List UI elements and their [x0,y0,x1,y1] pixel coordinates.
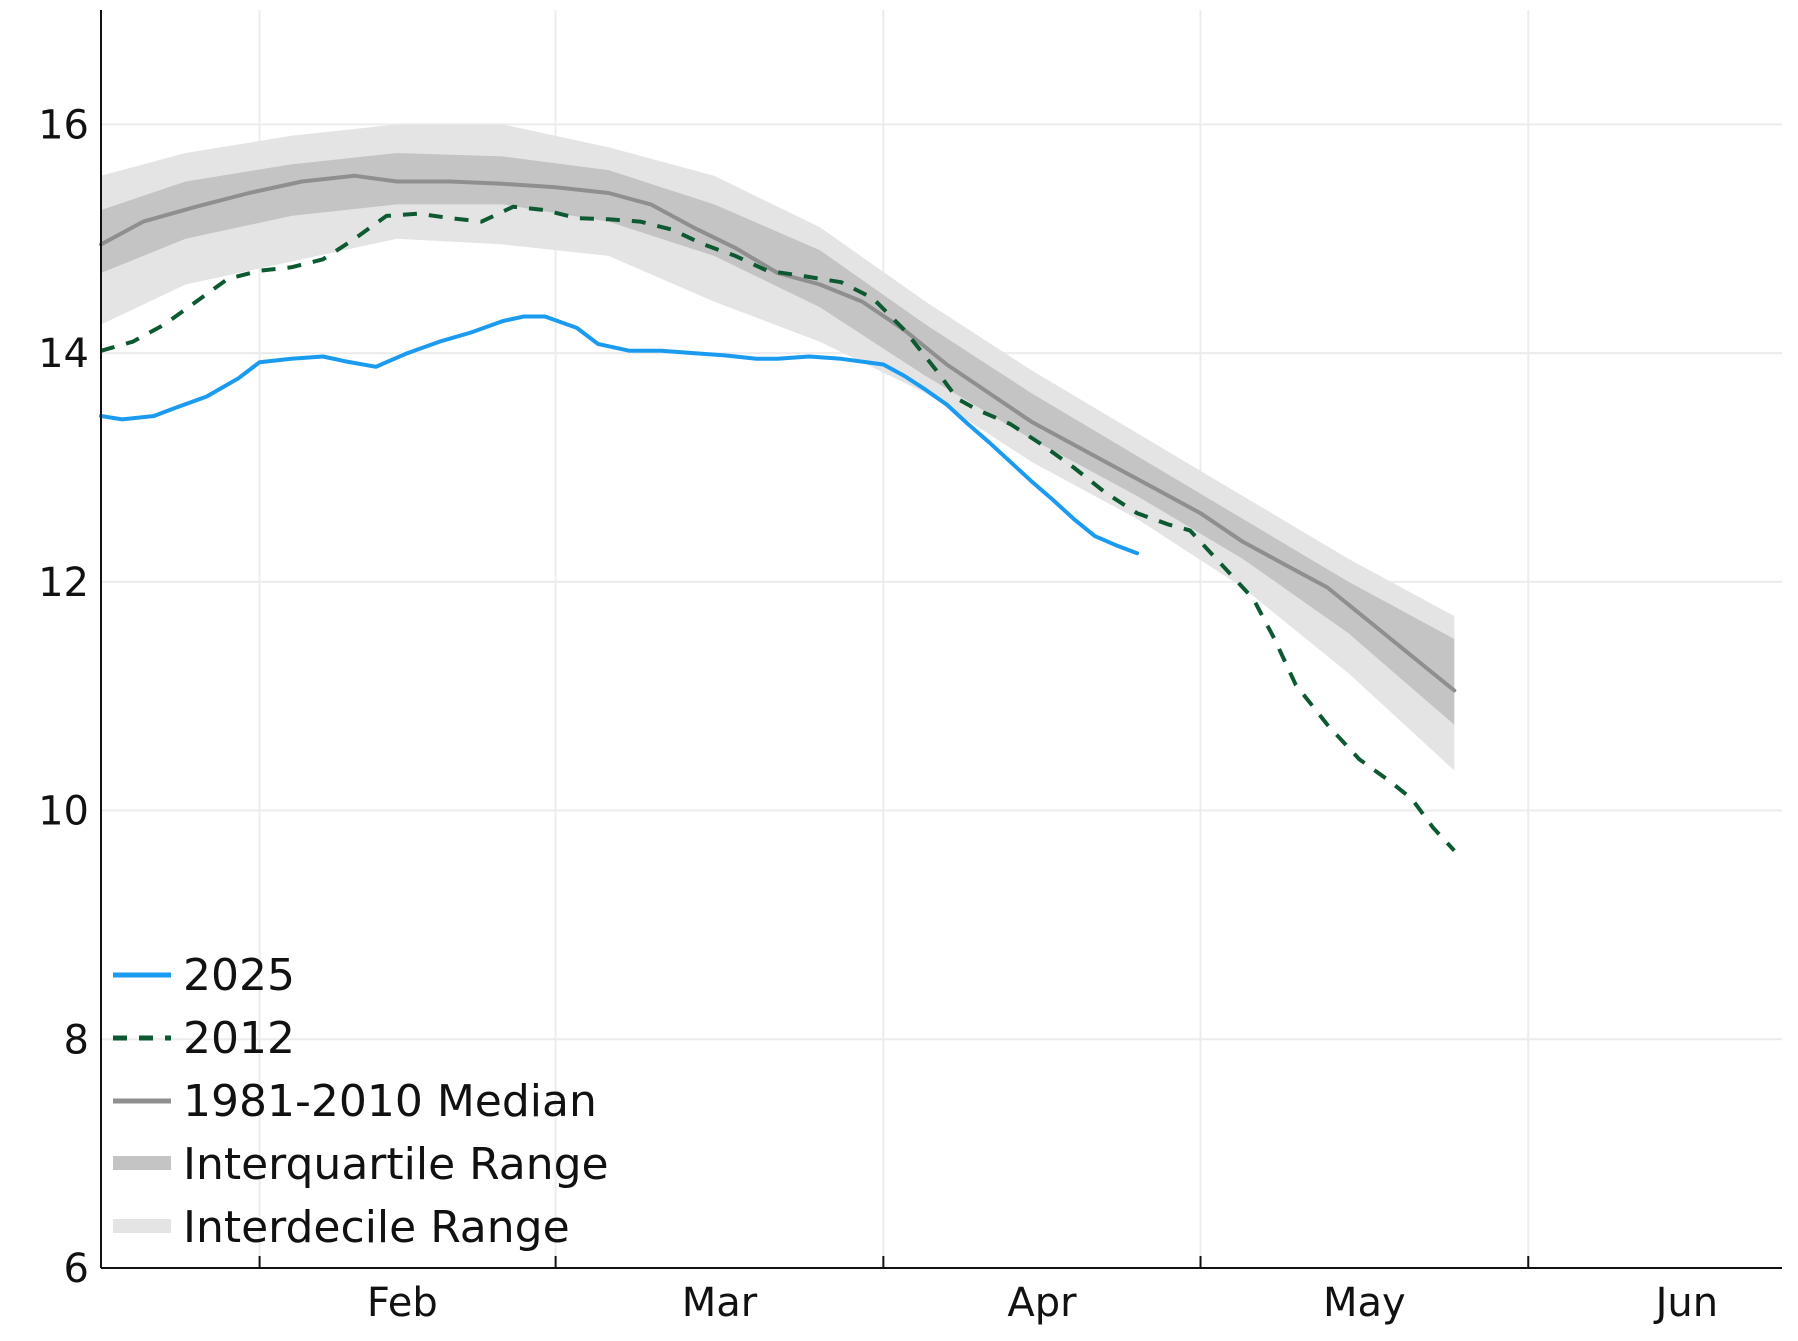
axes: 6 8 10 12 14 16 Feb Mar Apr May Jun [38,10,1782,1326]
legend-swatch-interquartile-range [113,1156,171,1170]
x-tick-label: May [1323,1280,1406,1326]
y-tick-label: 10 [38,789,89,835]
range-bands [101,124,1455,771]
x-tick-label: Apr [1007,1280,1077,1326]
series-line-1981-2010-median [99,173,1457,693]
legend: 2025 2012 1981-2010 Median Interquartile Ra… [113,950,609,1253]
x-tick-label: Jun [1653,1280,1719,1326]
y-tick-label: 14 [38,331,89,377]
x-tick-label: Feb [367,1280,438,1326]
legend-swatch-interdecile-range [113,1219,171,1233]
x-tick-label: Mar [682,1280,758,1326]
y-tick-label: 6 [64,1246,89,1292]
legend-label-interdecile-range: Interdecile Range [183,1202,570,1253]
legend-label-interquartile-range: Interquartile Range [183,1139,609,1190]
interquartile-range-band [101,153,1455,725]
legend-label-1981-2010-median: 1981-2010 Median [183,1076,597,1127]
legend-label-2025: 2025 [183,950,295,1001]
data-series [99,173,1457,852]
series-line-2025 [99,314,1140,556]
legend-label-2012: 2012 [183,1013,295,1064]
y-tick-label: 12 [38,560,89,606]
y-tick-label: 8 [64,1017,89,1063]
series-line-2012 [100,204,1456,852]
y-tick-label: 16 [38,102,89,148]
